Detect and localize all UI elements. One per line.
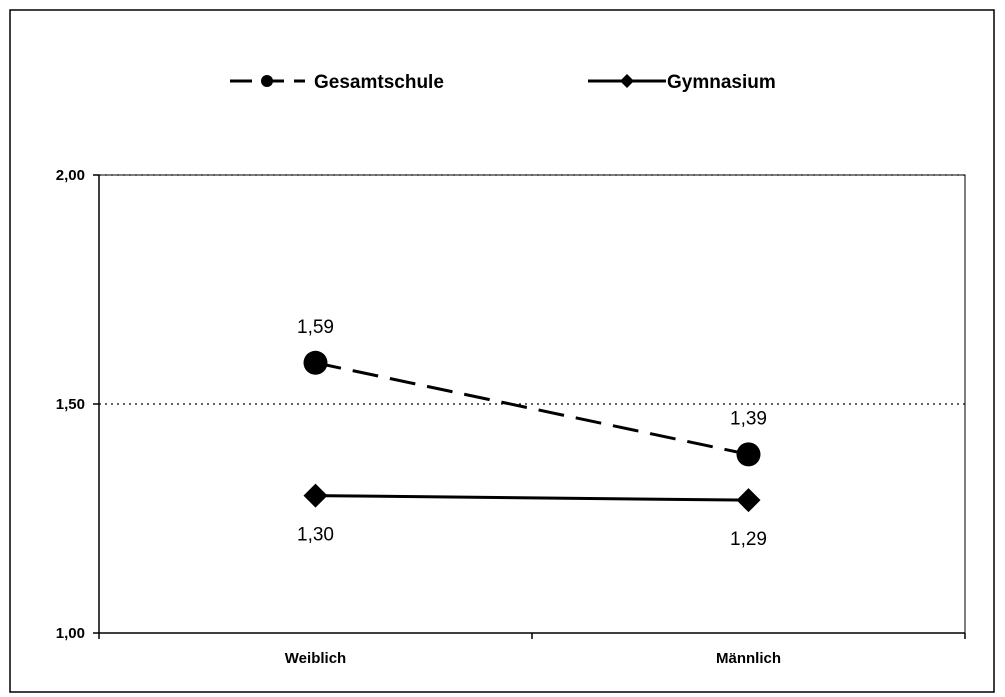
data-label: 1,59 (297, 317, 334, 338)
x-tick-label: Weiblich (285, 650, 346, 667)
data-point (303, 350, 328, 375)
x-axis: Weiblich Männlich (98, 632, 966, 667)
gridlines (99, 174, 965, 405)
data-label: 1,30 (297, 525, 334, 546)
legend-label-gymnasium: Gymnasium (667, 72, 776, 93)
legend-label-gesamtschule: Gesamtschule (314, 72, 444, 93)
legend-marker-gesamtschule (261, 75, 273, 87)
legend-entry-gymnasium: Gymnasium (588, 72, 776, 93)
y-tick-label: 1,00 (56, 625, 85, 642)
data-label: 1,39 (730, 408, 767, 429)
data-point (303, 483, 328, 508)
legend: Gesamtschule Gymnasium (230, 72, 776, 93)
x-tick-label: Männlich (716, 650, 781, 667)
series-line-gymnasium (315, 494, 749, 502)
data-label: 1,29 (730, 529, 767, 550)
chart-border (9, 9, 995, 693)
data-point (736, 442, 761, 467)
y-axis: 1,00 1,50 2,00 (56, 167, 100, 642)
y-tick-label: 1,50 (56, 396, 85, 413)
legend-marker-gymnasium (620, 74, 634, 88)
series-layer: 1,59 1,39 1,30 1,29 (297, 317, 767, 550)
plot-area: 1,001,502,00 Weiblich Männlich 1,591,391,… (56, 167, 966, 667)
y-tick-label: 2,00 (56, 167, 85, 184)
legend-entry-gesamtschule: Gesamtschule (230, 72, 444, 93)
data-point (736, 488, 761, 513)
